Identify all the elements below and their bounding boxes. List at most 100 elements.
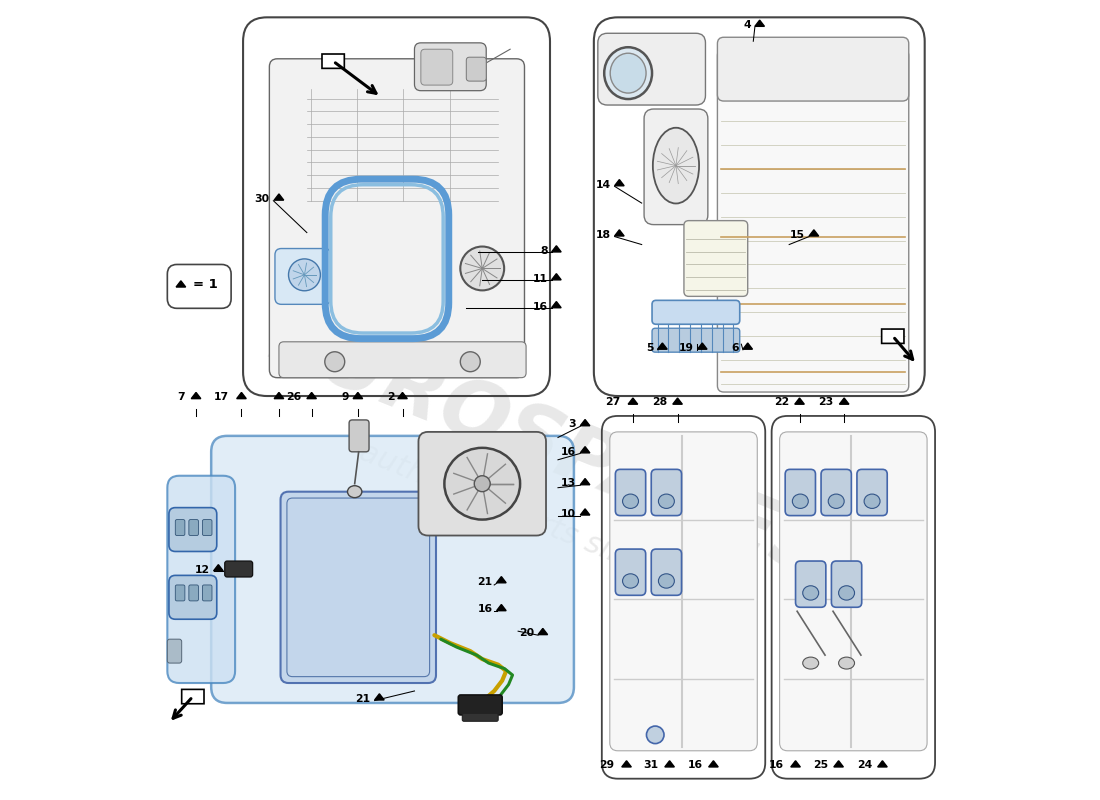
- FancyBboxPatch shape: [279, 342, 526, 378]
- Polygon shape: [581, 509, 590, 515]
- Text: = 1: = 1: [192, 278, 218, 290]
- Polygon shape: [213, 565, 223, 571]
- Polygon shape: [615, 230, 624, 236]
- FancyBboxPatch shape: [651, 470, 682, 515]
- Ellipse shape: [803, 657, 818, 669]
- FancyBboxPatch shape: [167, 476, 235, 683]
- Polygon shape: [658, 343, 668, 350]
- Text: 13: 13: [561, 478, 576, 489]
- Ellipse shape: [348, 486, 362, 498]
- Ellipse shape: [623, 574, 638, 588]
- Text: 7: 7: [177, 391, 185, 402]
- Ellipse shape: [444, 448, 520, 519]
- FancyBboxPatch shape: [182, 690, 204, 704]
- Polygon shape: [664, 761, 674, 767]
- FancyBboxPatch shape: [717, 38, 909, 101]
- Ellipse shape: [659, 574, 674, 588]
- Ellipse shape: [828, 494, 844, 509]
- Polygon shape: [236, 393, 246, 398]
- FancyBboxPatch shape: [651, 549, 682, 595]
- FancyBboxPatch shape: [597, 34, 705, 105]
- Ellipse shape: [838, 586, 855, 600]
- Text: authentic parts since 1988: authentic parts since 1988: [355, 438, 745, 618]
- FancyBboxPatch shape: [881, 329, 904, 343]
- Text: 25: 25: [813, 760, 828, 770]
- FancyBboxPatch shape: [795, 561, 826, 607]
- Polygon shape: [353, 393, 363, 398]
- Ellipse shape: [324, 352, 344, 372]
- FancyBboxPatch shape: [169, 575, 217, 619]
- Polygon shape: [697, 343, 707, 350]
- Text: 27: 27: [605, 397, 620, 407]
- FancyBboxPatch shape: [189, 519, 198, 535]
- Ellipse shape: [803, 586, 818, 600]
- FancyBboxPatch shape: [421, 50, 453, 85]
- Text: 12: 12: [195, 565, 210, 574]
- FancyBboxPatch shape: [322, 54, 344, 68]
- Text: EUROSPARES: EUROSPARES: [258, 300, 842, 596]
- FancyBboxPatch shape: [821, 470, 851, 515]
- Polygon shape: [581, 419, 590, 426]
- Text: 4: 4: [744, 20, 751, 30]
- FancyBboxPatch shape: [652, 328, 739, 352]
- Text: 31: 31: [644, 760, 659, 770]
- Ellipse shape: [474, 476, 491, 492]
- Text: 16: 16: [688, 760, 703, 770]
- Polygon shape: [307, 393, 317, 398]
- Polygon shape: [628, 398, 638, 404]
- Text: 17: 17: [213, 391, 229, 402]
- Text: 26: 26: [286, 391, 301, 402]
- FancyBboxPatch shape: [652, 300, 739, 324]
- Ellipse shape: [652, 128, 700, 203]
- Ellipse shape: [460, 246, 504, 290]
- FancyBboxPatch shape: [418, 432, 546, 535]
- Ellipse shape: [865, 494, 880, 509]
- Text: 28: 28: [652, 397, 668, 407]
- FancyBboxPatch shape: [645, 109, 708, 225]
- Text: 16: 16: [561, 446, 576, 457]
- FancyBboxPatch shape: [462, 714, 498, 722]
- Text: 18: 18: [595, 230, 610, 240]
- Text: 23: 23: [818, 397, 834, 407]
- FancyBboxPatch shape: [349, 420, 368, 452]
- Polygon shape: [810, 230, 818, 236]
- FancyBboxPatch shape: [175, 585, 185, 601]
- Polygon shape: [581, 446, 590, 453]
- Polygon shape: [581, 478, 590, 485]
- Polygon shape: [496, 577, 506, 583]
- FancyBboxPatch shape: [175, 519, 185, 535]
- Text: 14: 14: [595, 179, 610, 190]
- FancyBboxPatch shape: [270, 58, 525, 378]
- FancyBboxPatch shape: [189, 585, 198, 601]
- Ellipse shape: [604, 47, 652, 99]
- FancyBboxPatch shape: [717, 50, 909, 392]
- Polygon shape: [621, 761, 631, 767]
- Text: 21: 21: [477, 577, 493, 586]
- Ellipse shape: [460, 352, 481, 372]
- Text: 3: 3: [569, 419, 576, 430]
- Ellipse shape: [623, 494, 638, 509]
- FancyBboxPatch shape: [785, 470, 815, 515]
- FancyBboxPatch shape: [167, 639, 182, 663]
- Polygon shape: [673, 398, 682, 404]
- Text: 30: 30: [254, 194, 270, 204]
- Polygon shape: [274, 194, 284, 200]
- FancyBboxPatch shape: [609, 432, 757, 750]
- Polygon shape: [274, 393, 284, 398]
- Polygon shape: [755, 20, 764, 26]
- FancyBboxPatch shape: [615, 470, 646, 515]
- Text: 24: 24: [858, 760, 873, 770]
- FancyBboxPatch shape: [857, 470, 888, 515]
- FancyBboxPatch shape: [211, 436, 574, 703]
- Polygon shape: [839, 398, 849, 404]
- Polygon shape: [551, 246, 561, 252]
- Text: 5: 5: [646, 343, 653, 353]
- Text: 10: 10: [561, 509, 576, 518]
- Polygon shape: [398, 393, 407, 398]
- FancyBboxPatch shape: [684, 221, 748, 296]
- FancyBboxPatch shape: [466, 57, 486, 81]
- Ellipse shape: [288, 259, 320, 290]
- Ellipse shape: [610, 54, 646, 93]
- FancyBboxPatch shape: [202, 519, 212, 535]
- Polygon shape: [538, 629, 548, 634]
